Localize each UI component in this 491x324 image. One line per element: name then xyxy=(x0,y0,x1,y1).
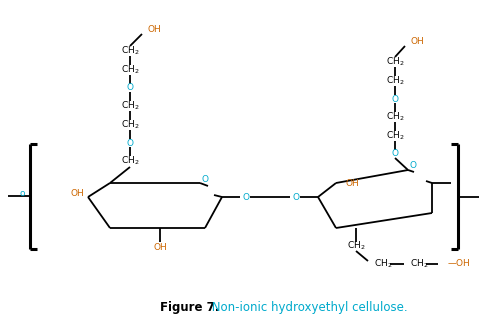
Text: CH$_2$: CH$_2$ xyxy=(121,119,139,131)
Text: —OH: —OH xyxy=(448,260,471,269)
Text: O: O xyxy=(243,192,249,202)
Text: CH$_2$: CH$_2$ xyxy=(121,64,139,76)
Text: OH: OH xyxy=(70,190,84,199)
Text: CH$_2$: CH$_2$ xyxy=(347,240,365,252)
Text: O: O xyxy=(127,84,134,92)
Text: O: O xyxy=(409,161,416,170)
Text: CH$_2$: CH$_2$ xyxy=(121,45,139,57)
Text: CH$_2$: CH$_2$ xyxy=(121,100,139,112)
Text: O: O xyxy=(391,149,399,158)
Text: CH$_2$: CH$_2$ xyxy=(410,258,429,270)
Text: CH$_2$: CH$_2$ xyxy=(386,111,404,123)
Text: CH$_2$: CH$_2$ xyxy=(386,56,404,68)
Text: OH: OH xyxy=(148,26,162,34)
Text: OH: OH xyxy=(411,38,425,47)
Text: O: O xyxy=(127,138,134,147)
Text: O: O xyxy=(293,192,300,202)
Text: CH$_2$: CH$_2$ xyxy=(374,258,392,270)
Text: CH$_2$: CH$_2$ xyxy=(386,130,404,142)
Text: CH$_2$: CH$_2$ xyxy=(121,155,139,167)
Text: CH$_2$: CH$_2$ xyxy=(386,75,404,87)
Text: o: o xyxy=(19,189,25,198)
Text: Non-ionic hydroxyethyl cellulose.: Non-ionic hydroxyethyl cellulose. xyxy=(208,302,408,315)
Text: OH: OH xyxy=(153,242,167,251)
Text: O: O xyxy=(201,175,209,183)
Text: OH: OH xyxy=(346,179,360,188)
Text: Figure 7.: Figure 7. xyxy=(160,302,219,315)
Text: O: O xyxy=(391,95,399,103)
